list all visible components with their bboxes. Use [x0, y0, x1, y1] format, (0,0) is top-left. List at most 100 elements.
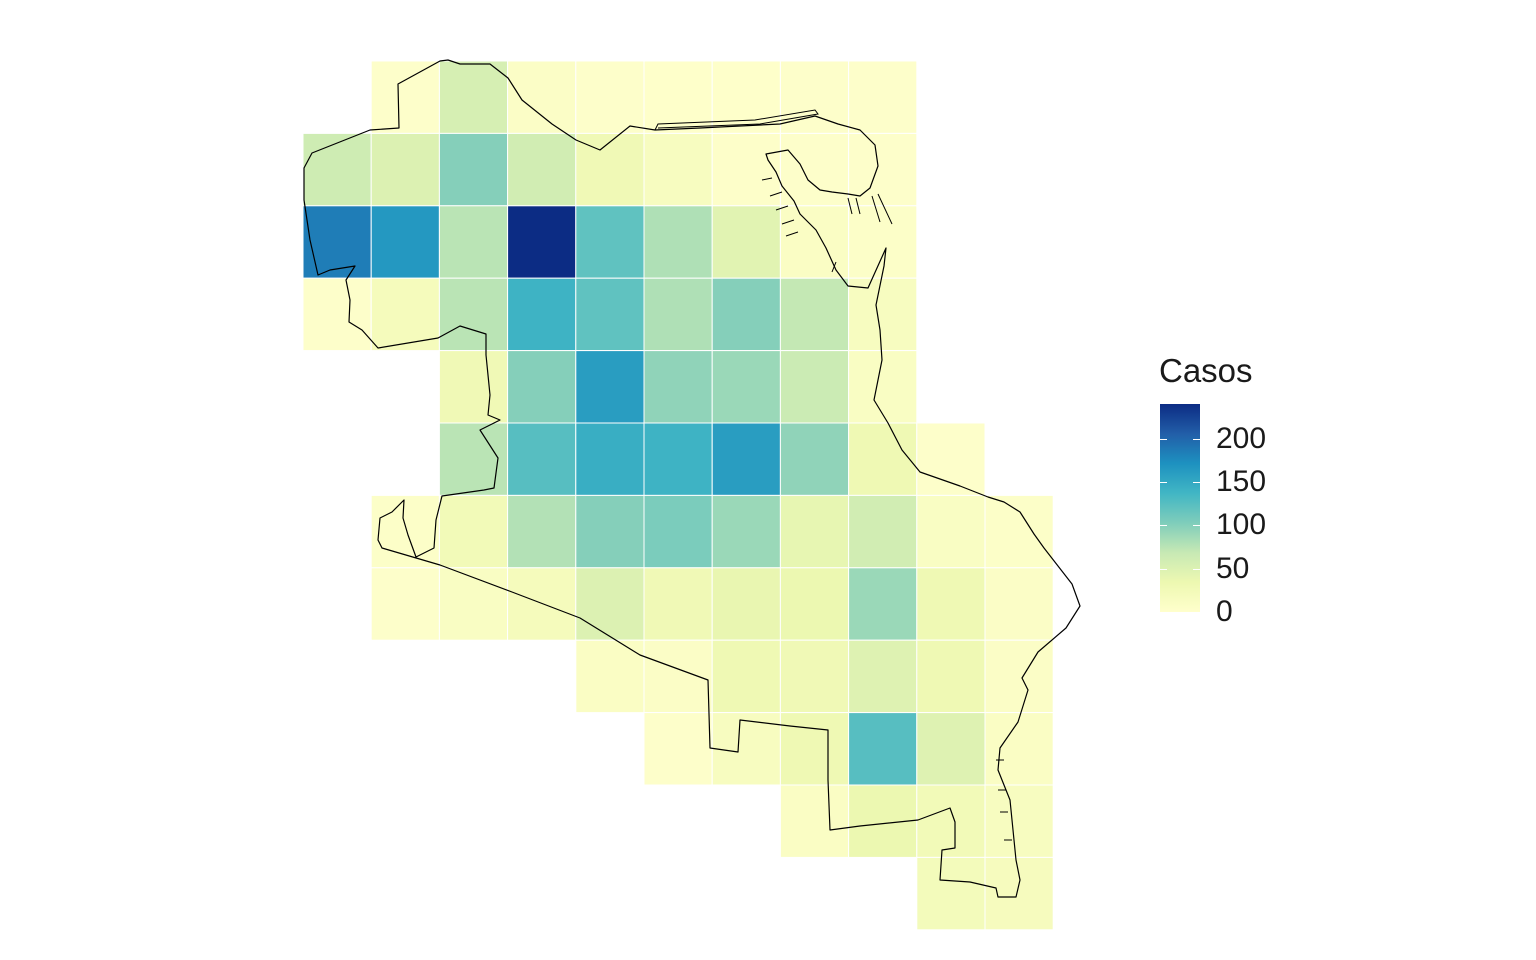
grid-cell	[370, 132, 440, 207]
legend-tick-label: 50	[1216, 551, 1250, 585]
grid-cell	[575, 639, 645, 714]
grid-cell	[643, 350, 713, 424]
legend-title: Casos	[1159, 352, 1253, 389]
legend-tick-mark	[1193, 568, 1200, 570]
harbor-pier-lines	[654, 109, 1012, 841]
grid-cell	[438, 350, 509, 424]
grid-cell	[643, 567, 713, 641]
grid-cell	[916, 856, 986, 931]
grid-cell	[779, 494, 850, 569]
legend-colorbar	[1160, 404, 1200, 612]
grid-cell	[848, 60, 918, 134]
grid-cell	[507, 277, 577, 352]
grid-cell	[575, 277, 645, 352]
grid-cell	[984, 494, 1054, 569]
color-legend: Casos 0 50 100 150 200	[1158, 352, 1298, 632]
grid-cell	[643, 205, 713, 279]
grid-cell	[711, 567, 781, 641]
grid-cell	[916, 712, 986, 786]
grid-cell	[302, 132, 372, 207]
grid-cell	[711, 132, 781, 207]
grid-cell	[370, 494, 440, 569]
grid-cell	[643, 277, 713, 352]
grid-cell	[643, 494, 713, 569]
grid-cell	[507, 132, 577, 207]
grid-cell	[984, 712, 1054, 786]
grid-cell	[302, 277, 372, 352]
grid-cell	[507, 60, 577, 134]
legend-tick-mark	[1160, 612, 1167, 613]
grid-cell	[916, 567, 986, 641]
grid-cell	[779, 277, 850, 352]
grid-cell	[575, 60, 645, 134]
grid-cell	[575, 350, 645, 424]
grid-cell	[848, 422, 918, 496]
legend-tick-mark	[1193, 525, 1200, 527]
grid-cell	[711, 712, 781, 786]
grid-cell	[507, 494, 577, 569]
grid-cell	[507, 422, 577, 496]
grid-cell	[438, 567, 509, 641]
grid-cell	[507, 567, 577, 641]
grid-cell	[984, 567, 1054, 641]
legend-tick-label: 200	[1216, 421, 1267, 455]
grid-cell	[575, 205, 645, 279]
grid-cell	[711, 277, 781, 352]
legend-tick-label: 150	[1216, 465, 1267, 498]
legend-tick-mark	[1160, 525, 1167, 527]
grid-cell	[779, 132, 850, 207]
grid-cell	[916, 494, 986, 569]
legend-tick-label: 0	[1216, 595, 1233, 628]
grid-cell	[779, 422, 850, 496]
grid-cell	[643, 60, 713, 134]
grid-cell	[507, 205, 577, 279]
grid-cell	[711, 494, 781, 569]
grid-cell	[984, 856, 1054, 931]
grid-cell	[438, 132, 509, 207]
grid-cell	[438, 494, 509, 569]
grid-cell	[848, 350, 918, 424]
grid-cell	[438, 205, 509, 279]
grid-cell	[711, 422, 781, 496]
grid-cell	[438, 60, 509, 134]
grid-cell	[848, 205, 918, 279]
grid-cell	[507, 350, 577, 424]
grid-cell	[370, 205, 440, 279]
grid-cell	[711, 639, 781, 714]
grid-cell	[779, 205, 850, 279]
grid-cell	[848, 567, 918, 641]
grid-cell	[643, 639, 713, 714]
grid-cell	[370, 567, 440, 641]
legend-tick-mark	[1160, 568, 1167, 570]
grid-cell	[779, 567, 850, 641]
grid-cell	[575, 422, 645, 496]
grid-cell	[370, 277, 440, 352]
grid-cell	[984, 784, 1054, 858]
grid-cell	[643, 422, 713, 496]
legend-tick-mark	[1193, 438, 1200, 440]
grid-cell	[848, 639, 918, 714]
grid-cell	[643, 712, 713, 786]
grid-cell	[779, 639, 850, 714]
grid-cell	[848, 494, 918, 569]
grid-cell	[848, 712, 918, 786]
grid-cell	[643, 132, 713, 207]
grid-cell	[779, 712, 850, 786]
grid-cell	[848, 277, 918, 352]
grid-cell	[779, 60, 850, 134]
grid-cells	[302, 60, 1054, 931]
grid-cell	[916, 639, 986, 714]
district-boundary-outline	[303, 59, 1081, 898]
grid-cell	[575, 132, 645, 207]
legend-tick-mark	[1160, 482, 1167, 483]
legend-tick-label: 100	[1216, 508, 1267, 542]
grid-cell	[575, 494, 645, 569]
grid-cell	[370, 60, 440, 134]
grid-cell	[848, 132, 918, 207]
legend-tick-mark	[1193, 612, 1200, 613]
grid-cell	[575, 567, 645, 641]
grid-cell	[438, 277, 509, 352]
legend-tick-mark	[1160, 438, 1167, 440]
grid-cell	[916, 784, 986, 858]
